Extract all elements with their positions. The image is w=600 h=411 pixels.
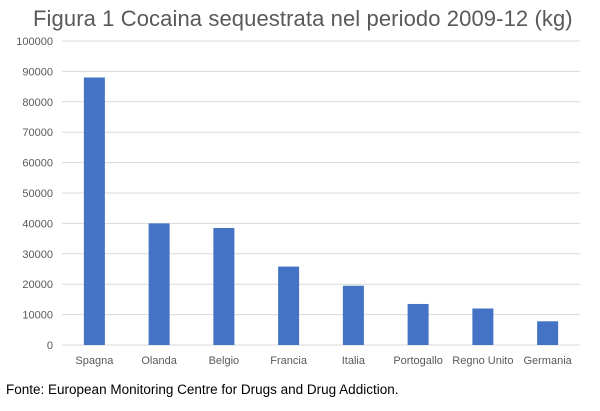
- y-tick-label: 100000: [16, 36, 53, 48]
- y-tick-label: 40000: [22, 218, 53, 230]
- y-tick-label: 20000: [22, 279, 53, 291]
- gridlines: [62, 40, 580, 346]
- bars: [83, 77, 559, 345]
- x-tick-label: Francia: [270, 355, 308, 367]
- y-tick-label: 10000: [22, 310, 53, 322]
- source-note: Fonte: European Monitoring Centre for Dr…: [6, 382, 399, 397]
- x-tick-label: Spagna: [75, 355, 114, 367]
- y-tick-label: 30000: [22, 249, 53, 261]
- y-axis-tick-labels: 0 10000 20000 30000 40000 50000 60000 70000 8000…: [16, 36, 53, 352]
- y-tick-label: 90000: [22, 66, 53, 78]
- x-tick-label: Germania: [523, 355, 572, 367]
- x-axis-tick-labels: Spagna Olanda Belgio Francia Italia Portogall…: [75, 355, 572, 367]
- bar-belgio: [213, 227, 235, 345]
- bar-portogallo: [407, 303, 429, 345]
- x-tick-label: Regno Unito: [452, 355, 513, 367]
- x-tick-label: Italia: [342, 355, 366, 367]
- x-tick-label: Belgio: [209, 355, 240, 367]
- bar-regno-unito: [472, 308, 494, 345]
- bar-italia: [342, 285, 364, 345]
- x-tick-label: Olanda: [141, 355, 177, 367]
- bar-olanda: [148, 223, 170, 345]
- y-tick-label: 0: [47, 340, 53, 352]
- x-tick-label: Portogallo: [393, 355, 443, 367]
- bar-germania: [537, 321, 559, 345]
- y-tick-label: 50000: [22, 188, 53, 200]
- bar-francia: [278, 266, 300, 345]
- y-tick-label: 80000: [22, 97, 53, 109]
- y-tick-label: 60000: [22, 158, 53, 170]
- bar-spagna: [83, 77, 105, 345]
- chart-title: Figura 1 Cocaina sequestrata nel periodo…: [33, 6, 573, 31]
- y-tick-label: 70000: [22, 127, 53, 139]
- bar-chart: 0 10000 20000 30000 40000 50000 60000 70000 8000…: [16, 36, 580, 367]
